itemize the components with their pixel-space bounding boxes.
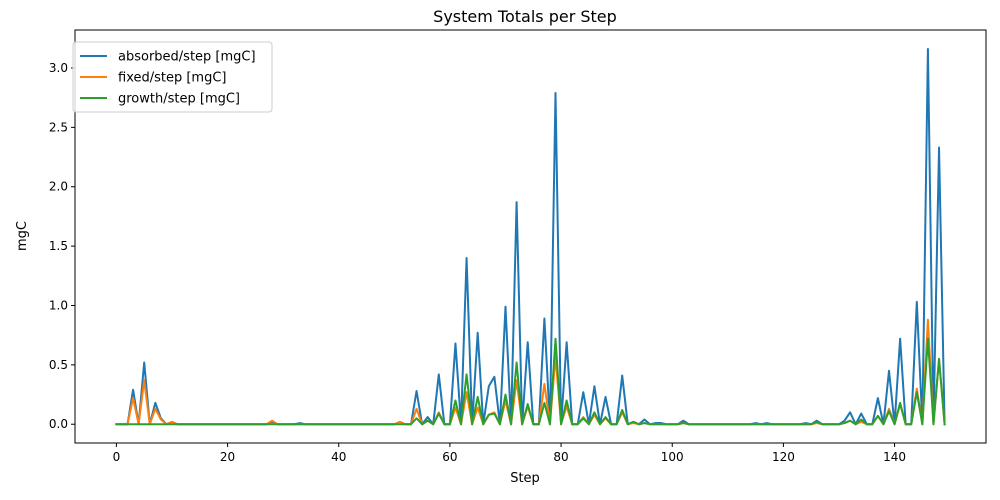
legend-box	[72, 41, 273, 113]
x-tick-label: 60	[442, 450, 457, 464]
x-tick-label: 120	[772, 450, 795, 464]
x-tick-label: 0	[113, 450, 121, 464]
x-tick-label: 80	[553, 450, 568, 464]
legend: absorbed/step [mgC] fixed/step [mgC] growt…	[72, 41, 273, 113]
x-tick-label: 140	[883, 450, 906, 464]
y-tick-label: 3.0	[49, 61, 68, 75]
y-tick-label: 0.5	[49, 358, 68, 372]
y-axis-label: mgC	[15, 221, 30, 251]
y-tick-label: 1.0	[49, 298, 68, 312]
chart-title: System Totals per Step	[433, 7, 617, 26]
y-tick-label: 1.5	[49, 239, 68, 253]
y-tick-label: 0.0	[49, 417, 68, 431]
axes-frame	[74, 29, 987, 444]
y-axis-ticks: 0.0 0.5 1.0 1.5 2.0 2.5 3.0	[49, 61, 75, 431]
x-axis-label: Step	[510, 471, 540, 486]
legend-label-2: growth/step [mgC]	[118, 92, 240, 107]
x-tick-label: 20	[220, 450, 235, 464]
y-tick-label: 2.0	[49, 180, 68, 194]
x-axis-ticks: 0 20 40 60 80 100 120 140	[113, 443, 906, 464]
x-tick-label: 100	[661, 450, 684, 464]
legend-label-0: absorbed/step [mgC]	[118, 50, 256, 65]
legend-label-1: fixed/step [mgC]	[118, 71, 227, 86]
x-tick-label: 40	[331, 450, 346, 464]
series-line-2	[115, 337, 946, 426]
y-tick-label: 2.5	[49, 120, 68, 134]
series-lines	[115, 48, 946, 426]
